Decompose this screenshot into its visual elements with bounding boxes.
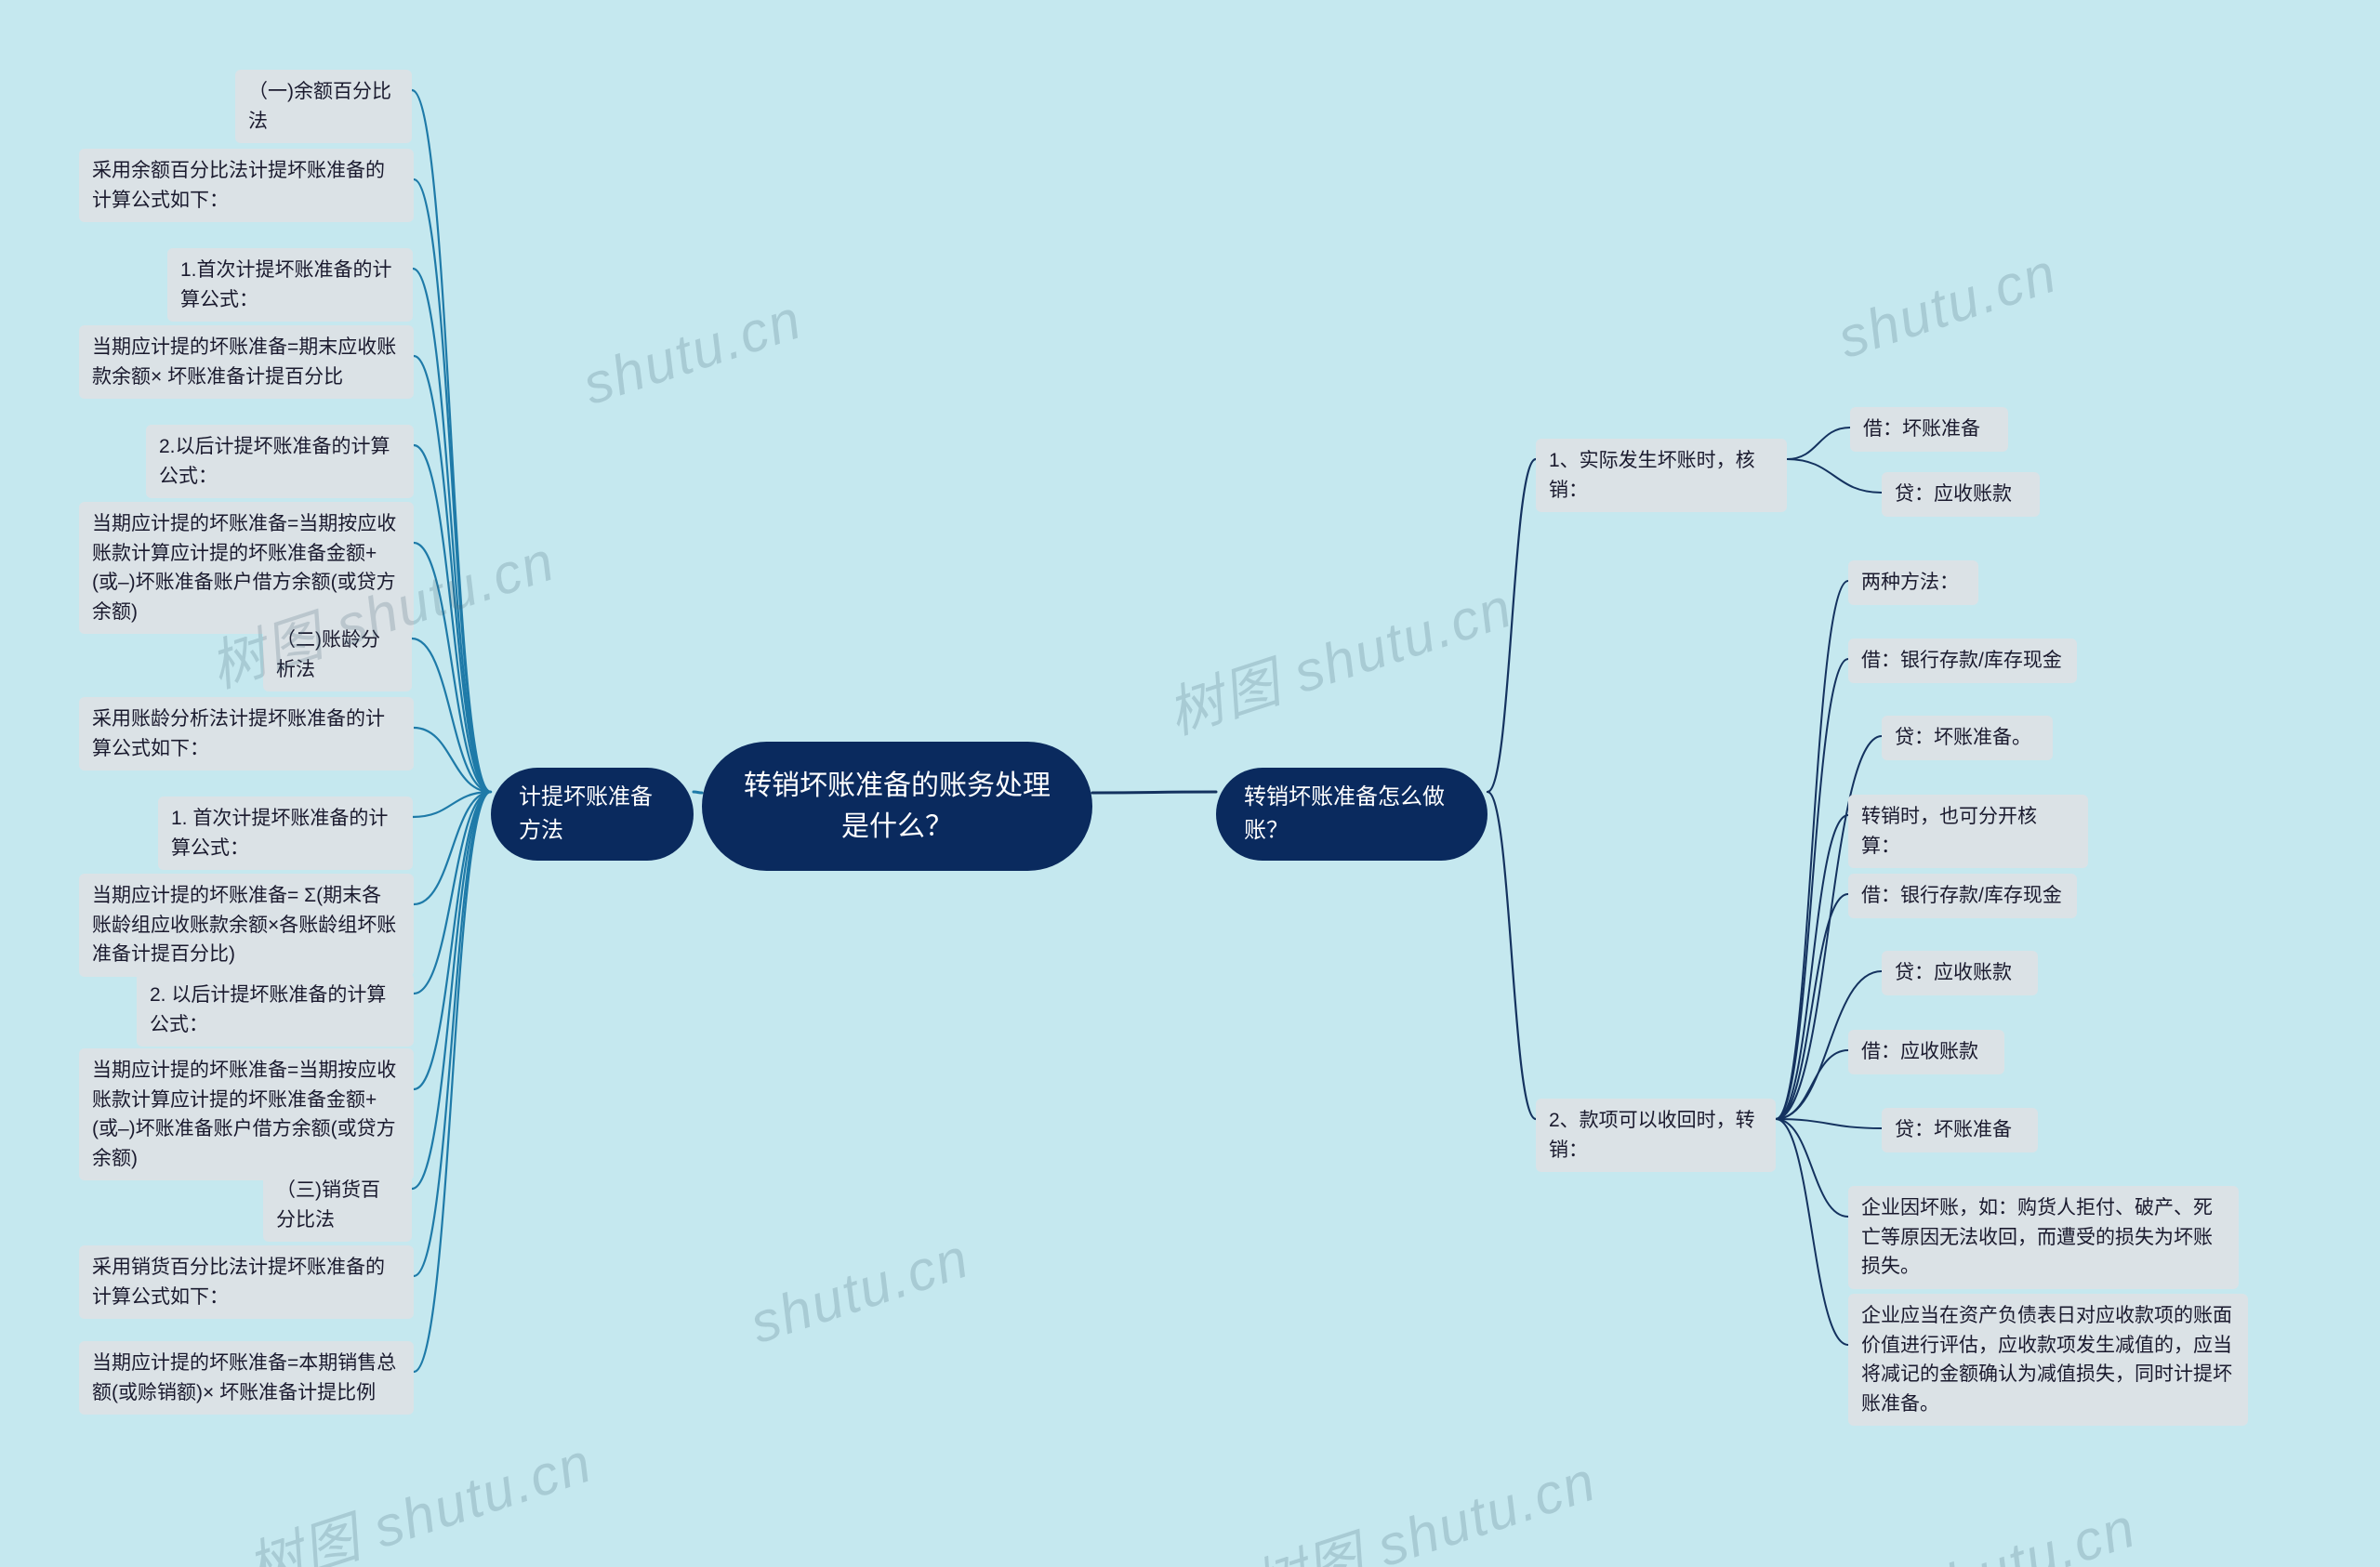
node-label: 借：银行存款/库存现金: [1861, 885, 2062, 906]
node-L10: 当期应计提的坏账准备= Σ(期末各账龄组应收账款余额×各账龄组坏账准备计提百分比…: [79, 874, 414, 977]
watermark: 树图 shutu.cn: [1239, 1436, 1606, 1567]
node-label: 企业因坏账，如：购货人拒付、破产、死亡等原因无法收回，而遭受的损失为坏账损失。: [1861, 1197, 2213, 1277]
node-label: 1. 首次计提坏账准备的计算公式：: [171, 808, 388, 859]
node-R2b: 借：银行存款/库存现金: [1848, 639, 2077, 683]
node-R2e: 借：银行存款/库存现金: [1848, 874, 2077, 918]
node-L1: （一)余额百分比法: [235, 70, 412, 143]
node-L14: 采用销货百分比法计提坏账准备的计算公式如下：: [79, 1245, 414, 1319]
watermark: 树图 shutu.cn: [235, 1417, 602, 1567]
node-label: 2、款项可以收回时，转销：: [1549, 1110, 1755, 1161]
watermark: 树图 shutu.cn: [1156, 562, 1522, 750]
node-label: 当期应计提的坏账准备=期末应收账款余额× 坏账准备计提百分比: [92, 336, 396, 388]
node-rightB: 转销坏账准备怎么做账？: [1216, 768, 1488, 861]
node-L15: 当期应计提的坏账准备=本期销售总额(或赊销额)× 坏账准备计提比例: [79, 1341, 414, 1415]
node-label: 两种方法：: [1861, 572, 1959, 593]
node-R2i: 企业因坏账，如：购货人拒付、破产、死亡等原因无法收回，而遭受的损失为坏账损失。: [1848, 1186, 2239, 1289]
node-label: 当期应计提的坏账准备= Σ(期末各账龄组应收账款余额×各账龄组坏账准备计提百分比…: [92, 885, 396, 965]
node-label: 当期应计提的坏账准备=当期按应收账款计算应计提的坏账准备金额+(或–)坏账准备账…: [92, 513, 396, 623]
node-L2: 采用余额百分比法计提坏账准备的计算公式如下：: [79, 149, 414, 222]
node-leftB: 计提坏账准备方法: [491, 768, 694, 861]
node-R2f: 贷：应收账款: [1882, 951, 2038, 995]
node-R2: 2、款项可以收回时，转销：: [1536, 1099, 1776, 1172]
node-L11: 2. 以后计提坏账准备的计算公式：: [137, 973, 414, 1047]
node-label: （二)账龄分析法: [276, 629, 380, 680]
node-label: 当期应计提的坏账准备=本期销售总额(或赊销额)× 坏账准备计提比例: [92, 1352, 396, 1403]
node-label: 转销坏账准备的账务处理是什么？: [744, 770, 1051, 842]
node-label: 2. 以后计提坏账准备的计算公式：: [150, 984, 386, 1035]
node-label: 贷：应收账款: [1895, 962, 2012, 983]
node-label: 借：坏账准备: [1863, 418, 1980, 440]
node-label: 1.首次计提坏账准备的计算公式：: [180, 259, 392, 310]
node-L12: 当期应计提的坏账准备=当期按应收账款计算应计提的坏账准备金额+(或–)坏账准备账…: [79, 1048, 414, 1180]
node-L6: 当期应计提的坏账准备=当期按应收账款计算应计提的坏账准备金额+(或–)坏账准备账…: [79, 502, 414, 634]
node-L13: （三)销货百分比法: [263, 1168, 412, 1242]
node-R1a: 借：坏账准备: [1850, 407, 2008, 452]
node-L5: 2.以后计提坏账准备的计算公式：: [146, 425, 414, 498]
node-R2c: 贷：坏账准备。: [1882, 716, 2053, 760]
node-label: 1、实际发生坏账时，核销：: [1549, 450, 1755, 501]
node-R2h: 贷：坏账准备: [1882, 1108, 2038, 1152]
node-label: 借：应收账款: [1861, 1041, 1978, 1062]
node-R2j: 企业应当在资产负债表日对应收款项的账面价值进行评估，应收款项发生减值的，应当将减…: [1848, 1294, 2248, 1426]
watermark: shutu.cn: [1910, 1495, 2144, 1567]
node-label: （一)余额百分比法: [248, 81, 391, 132]
node-label: 采用销货百分比法计提坏账准备的计算公式如下：: [92, 1257, 385, 1308]
node-L4: 当期应计提的坏账准备=期末应收账款余额× 坏账准备计提百分比: [79, 325, 414, 399]
node-L7: （二)账龄分析法: [263, 618, 412, 691]
node-label: 贷：应收账款: [1895, 483, 2012, 505]
node-L9: 1. 首次计提坏账准备的计算公式：: [158, 797, 413, 870]
node-R1: 1、实际发生坏账时，核销：: [1536, 439, 1787, 512]
node-label: 采用余额百分比法计提坏账准备的计算公式如下：: [92, 160, 385, 211]
node-label: （三)销货百分比法: [276, 1179, 380, 1231]
node-label: 当期应计提的坏账准备=当期按应收账款计算应计提的坏账准备金额+(或–)坏账准备账…: [92, 1060, 396, 1169]
node-label: 贷：坏账准备。: [1895, 727, 2031, 748]
node-label: 2.以后计提坏账准备的计算公式：: [159, 436, 390, 487]
node-L3: 1.首次计提坏账准备的计算公式：: [167, 248, 413, 322]
node-R1b: 贷：应收账款: [1882, 472, 2040, 517]
node-label: 企业应当在资产负债表日对应收款项的账面价值进行评估，应收款项发生减值的，应当将减…: [1861, 1305, 2232, 1415]
node-center: 转销坏账准备的账务处理是什么？: [702, 742, 1092, 871]
watermark: shutu.cn: [743, 1225, 977, 1356]
node-R2a: 两种方法：: [1848, 560, 1978, 605]
node-L8: 采用账龄分析法计提坏账准备的计算公式如下：: [79, 697, 414, 770]
node-R2g: 借：应收账款: [1848, 1030, 2004, 1074]
node-label: 采用账龄分析法计提坏账准备的计算公式如下：: [92, 708, 385, 759]
node-label: 贷：坏账准备: [1895, 1119, 2012, 1140]
node-label: 借：银行存款/库存现金: [1861, 650, 2062, 671]
node-label: 转销坏账准备怎么做账？: [1244, 784, 1445, 843]
node-label: 计提坏账准备方法: [519, 784, 653, 843]
node-R2d: 转销时，也可分开核算：: [1848, 795, 2088, 868]
watermark: shutu.cn: [575, 286, 810, 417]
node-label: 转销时，也可分开核算：: [1861, 806, 2037, 857]
watermark: shutu.cn: [1831, 240, 2065, 371]
